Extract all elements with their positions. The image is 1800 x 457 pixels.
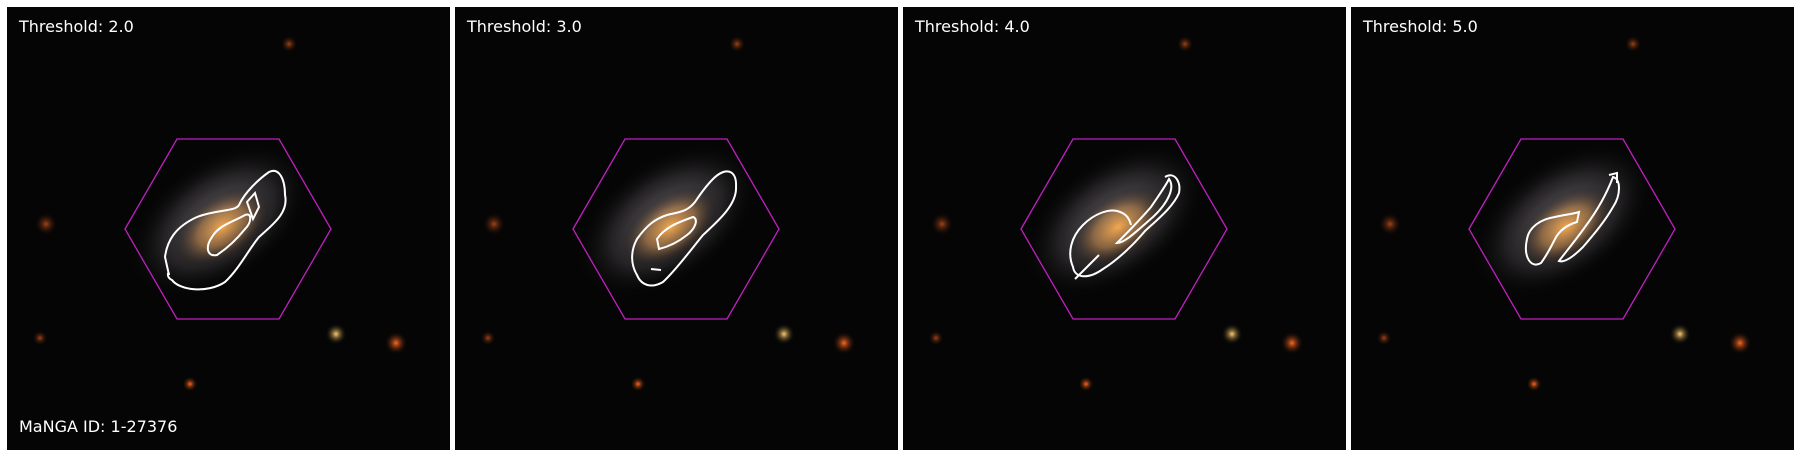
star-faint xyxy=(1176,35,1194,53)
star-faint xyxy=(482,212,506,236)
contour-line xyxy=(650,268,662,271)
contour-line xyxy=(1525,210,1581,266)
star-faint xyxy=(1624,35,1642,53)
ifu-hexagon xyxy=(124,138,332,320)
panel-threshold-3: Threshold: 3.0 xyxy=(455,7,898,450)
star-faint xyxy=(480,330,496,346)
panel-image xyxy=(1376,35,1752,392)
contour-line xyxy=(163,169,287,291)
star-red xyxy=(1728,331,1752,355)
star-faint xyxy=(280,35,298,53)
contour-line xyxy=(1074,254,1100,280)
star-faint xyxy=(928,330,944,346)
contour-line xyxy=(206,213,252,257)
star-red-small xyxy=(630,376,646,392)
panel-title: Threshold: 4.0 xyxy=(915,17,1030,36)
star-red xyxy=(384,331,408,355)
panel-image xyxy=(32,35,408,392)
star-red xyxy=(1280,331,1304,355)
contour-line xyxy=(1114,177,1173,245)
star-faint xyxy=(728,35,746,53)
star-faint xyxy=(1378,212,1402,236)
contour-line xyxy=(631,170,738,287)
panel-threshold-5: Threshold: 5.0 xyxy=(1351,7,1794,450)
ifu-hexagon xyxy=(1020,138,1228,320)
manga-id-label: MaNGA ID: 1-27376 xyxy=(19,417,178,436)
contour-line xyxy=(245,190,261,222)
star-red xyxy=(832,331,856,355)
galaxy-core xyxy=(1069,185,1167,269)
panel-threshold-4: Threshold: 4.0 xyxy=(903,7,1346,450)
panel-title: Threshold: 2.0 xyxy=(19,17,134,36)
star-red-small xyxy=(1526,376,1542,392)
contour-line xyxy=(1069,174,1181,278)
star-yellow xyxy=(773,323,795,345)
star-yellow xyxy=(1669,323,1691,345)
panel-title: Threshold: 5.0 xyxy=(1363,17,1478,36)
star-red-small xyxy=(1078,376,1094,392)
ifu-hexagon xyxy=(572,138,780,320)
panel-image xyxy=(480,35,856,392)
contour-line xyxy=(1557,175,1620,263)
contour-line xyxy=(655,215,697,251)
contour-line xyxy=(1608,171,1618,183)
star-faint xyxy=(1376,330,1392,346)
star-faint xyxy=(930,212,954,236)
panel-threshold-2: Threshold: 2.0 MaNGA ID: 1-27376 xyxy=(7,7,450,450)
star-faint xyxy=(32,330,48,346)
panel-title: Threshold: 3.0 xyxy=(467,17,582,36)
star-yellow xyxy=(1221,323,1243,345)
panel-image xyxy=(928,35,1304,392)
star-faint xyxy=(34,212,58,236)
star-red-small xyxy=(182,376,198,392)
ifu-hexagon xyxy=(1468,138,1676,320)
star-yellow xyxy=(325,323,347,345)
